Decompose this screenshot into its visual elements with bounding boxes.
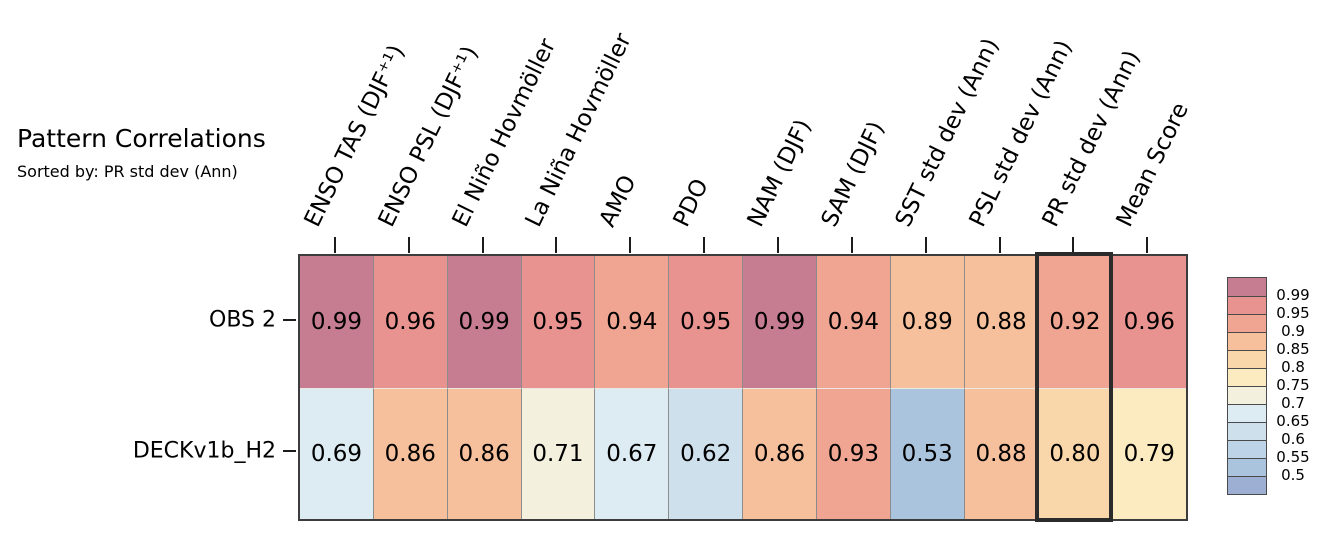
colorbar-segment (1228, 386, 1266, 404)
x-axis-tick (777, 237, 780, 253)
heatmap-cell: 0.69 (300, 387, 374, 519)
x-axis-tick (850, 237, 853, 253)
heatmap-cell: 0.62 (669, 387, 744, 519)
heatmap-cell: 0.99 (743, 256, 817, 388)
heatmap-cell: 0.89 (890, 256, 965, 388)
heatmap-cell: 0.96 (1112, 256, 1187, 388)
colorbar-segment (1228, 368, 1266, 386)
heatmap-cell: 0.96 (373, 256, 448, 388)
chart-title: Pattern Correlations (17, 124, 266, 153)
colorbar-tick-label: 0.95 (1276, 304, 1310, 322)
colorbar-tick-label: 0.55 (1276, 448, 1310, 466)
x-axis-tick (1072, 237, 1075, 253)
colorbar-tick-label: 0.75 (1276, 376, 1310, 394)
colorbar-tick-label: 0.65 (1276, 412, 1310, 430)
x-axis-tick (924, 237, 927, 253)
heatmap-cell: 0.67 (595, 387, 670, 519)
x-axis-tick (703, 237, 706, 253)
column-label: Mean Score (1111, 98, 1195, 231)
heatmap-cell: 0.93 (816, 387, 891, 519)
colorbar-segment (1228, 314, 1266, 332)
heatmap-cell: 0.94 (816, 256, 891, 388)
colorbar-tick-label: 0.5 (1281, 466, 1305, 484)
heatmap-cell: 0.86 (743, 387, 817, 519)
column-label: SAM (DJF) (816, 117, 890, 231)
heatmap-cell: 0.94 (595, 256, 670, 388)
heatmap-cell: 0.92 (1038, 256, 1113, 388)
x-axis-tick (481, 237, 484, 253)
colorbar-tick-label: 0.99 (1276, 286, 1310, 304)
row-label: OBS 2 (209, 307, 276, 333)
colorbar-tick-label: 0.6 (1281, 430, 1305, 448)
colorbar-segment (1228, 422, 1266, 440)
correlation-heatmap: 0.99 0.96 0.99 0.95 0.94 0.95 0.99 0.94 0.89 0.88… (298, 254, 1189, 521)
colorbar-tick-label: 0.8 (1281, 358, 1305, 376)
column-label: PDO (668, 174, 714, 231)
heatmap-cell: 0.86 (447, 387, 522, 519)
colorbar-segment (1228, 350, 1266, 368)
colorbar-segment (1228, 458, 1266, 476)
x-axis-tick (1146, 237, 1149, 253)
heatmap-cell: 0.99 (300, 256, 374, 388)
heatmap-cell: 0.53 (890, 387, 965, 519)
x-axis-tick (998, 237, 1001, 253)
heatmap-cell: 0.99 (447, 256, 522, 388)
heatmap-cell: 0.79 (1112, 387, 1187, 519)
x-axis-tick (407, 237, 410, 253)
heatmap-cell: 0.88 (964, 387, 1039, 519)
colorbar-segment (1228, 404, 1266, 422)
y-axis-tick (283, 318, 296, 321)
x-axis-tick (555, 237, 558, 253)
heatmap-cell: 0.95 (521, 256, 596, 388)
colorbar-tick-label: 0.9 (1281, 322, 1305, 340)
colorbar-tick-label: 0.85 (1276, 340, 1310, 358)
colorbar-segment (1228, 278, 1266, 296)
x-axis-tick (333, 237, 336, 253)
colorbar-segment (1228, 476, 1266, 494)
row-label: DECKv1b_H2 (132, 438, 276, 464)
column-label: NAM (DJF) (742, 115, 817, 231)
x-axis-tick (629, 237, 632, 253)
heatmap-cell: 0.80 (1038, 387, 1113, 519)
colorbar-tick-label: 0.7 (1281, 394, 1305, 412)
heatmap-cell: 0.86 (373, 387, 448, 519)
chart-subtitle: Sorted by: PR std dev (Ann) (17, 162, 238, 181)
colorbar-segment (1228, 440, 1266, 458)
colorbar-segment (1228, 296, 1266, 314)
y-axis-tick (283, 450, 296, 453)
colorbar-segment (1228, 332, 1266, 350)
column-label: AMO (594, 171, 642, 231)
colorbar (1227, 277, 1267, 495)
heatmap-cell: 0.71 (521, 387, 596, 519)
heatmap-cell: 0.95 (669, 256, 744, 388)
heatmap-cell: 0.88 (964, 256, 1039, 388)
